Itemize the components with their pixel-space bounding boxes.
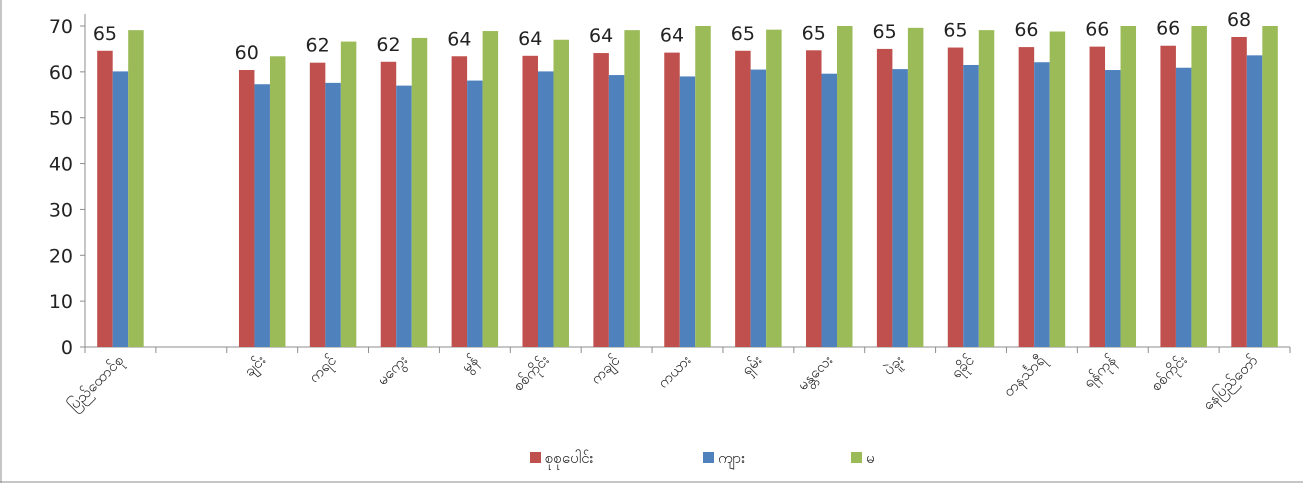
legend-swatch: [703, 452, 714, 463]
data-label: 65: [873, 21, 897, 43]
bar: [553, 39, 569, 347]
bar: [380, 61, 397, 348]
data-label: 66: [1085, 19, 1109, 41]
bar: [112, 71, 129, 348]
legend-label: ကျား: [718, 449, 745, 470]
bar: [269, 56, 286, 347]
data-label: 62: [305, 35, 329, 57]
data-label: 65: [731, 23, 755, 45]
bar: [482, 31, 499, 348]
x-category-label: ရန်ကုန်: [1079, 351, 1121, 393]
x-category-label: ကယား: [654, 351, 695, 392]
data-label: 68: [1227, 9, 1251, 31]
x-category-label: ရခိုင်: [947, 351, 980, 384]
bar: [876, 48, 893, 348]
x-category-label: မွန်: [457, 351, 483, 377]
x-category-label: မကွေး: [373, 351, 413, 391]
x-category-label: ချင်း: [240, 351, 271, 382]
bar: [806, 50, 822, 347]
bar: [1105, 70, 1121, 347]
bar: [467, 80, 483, 347]
bar: [892, 69, 908, 347]
data-label: 64: [447, 28, 471, 50]
bar: [537, 71, 554, 348]
bar: [411, 37, 428, 348]
legend-swatch: [851, 452, 862, 463]
y-tick-label: 20: [49, 245, 73, 267]
bar: [1191, 26, 1207, 347]
data-label: 65: [943, 20, 967, 42]
data-label: 66: [1014, 19, 1038, 41]
data-label: 64: [589, 25, 613, 47]
y-tick-label: 40: [49, 154, 73, 176]
bar: [963, 64, 979, 347]
bar: [340, 41, 357, 347]
bar: [128, 30, 144, 348]
bar: [735, 50, 751, 348]
legend-label: စုစုပေါင်း: [545, 449, 593, 470]
x-category-label: ကချင်: [587, 351, 626, 390]
legend-swatch: [530, 452, 541, 463]
bar: [837, 26, 853, 347]
x-category-label: ရှမ်း: [738, 351, 768, 381]
bar: [907, 27, 924, 347]
bar: [97, 50, 113, 348]
x-category-label: ပြည်ထောင်စု: [64, 350, 130, 416]
bar: [766, 29, 782, 347]
bar: [593, 53, 609, 347]
bar: [451, 56, 468, 347]
bar: [1049, 31, 1066, 347]
data-label: 65: [93, 23, 117, 45]
bar: [396, 85, 412, 347]
bar: [1160, 45, 1176, 348]
bar: [1120, 26, 1137, 347]
y-tick-label: 0: [61, 337, 73, 359]
bar: [978, 30, 995, 348]
bar: [947, 47, 964, 347]
x-category-label: နေပြည်တော်: [1198, 350, 1263, 415]
legend-label: မ: [866, 449, 875, 467]
bar: [624, 30, 640, 348]
bar: [1231, 37, 1247, 348]
bar: [325, 82, 341, 347]
bar: [522, 55, 538, 348]
bar: [679, 76, 696, 347]
y-tick-label: 70: [49, 16, 73, 38]
y-tick-label: 60: [49, 62, 73, 84]
data-label: 60: [235, 42, 259, 64]
bars: [97, 26, 1278, 348]
x-category-label: ပဲခူး: [880, 351, 910, 381]
data-label: 66: [1156, 18, 1180, 40]
bar: [1089, 46, 1106, 348]
bar: [821, 73, 838, 347]
bar: [309, 62, 326, 347]
y-tick-label: 30: [49, 199, 73, 221]
bar: [1175, 67, 1192, 347]
legend: စုစုပေါင်း ကျား မ: [530, 449, 875, 470]
bar: [1262, 26, 1278, 347]
bar: [695, 26, 711, 347]
bar: [1018, 47, 1035, 347]
data-label: 62: [376, 34, 400, 56]
x-category-label: စစ်ကိုင်း: [1147, 351, 1193, 397]
data-label: 64: [660, 25, 684, 47]
bar: [238, 70, 255, 347]
bar: [1246, 55, 1263, 347]
data-label: 65: [802, 22, 826, 44]
bar: [1034, 62, 1050, 347]
x-category-label: စစ်ကိုင်း: [509, 351, 555, 397]
bar: [750, 69, 767, 348]
x-category-label: ကရင်: [305, 351, 342, 388]
bar: [254, 84, 270, 347]
bar: [664, 52, 680, 348]
y-tick-label: 50: [49, 108, 73, 130]
data-label: 64: [518, 28, 542, 50]
bar: [608, 75, 625, 348]
y-tick-label: 10: [49, 291, 73, 313]
x-category-label: မန္တလေး: [793, 351, 838, 396]
x-category-label: တနင်္သာရီ: [999, 350, 1051, 402]
